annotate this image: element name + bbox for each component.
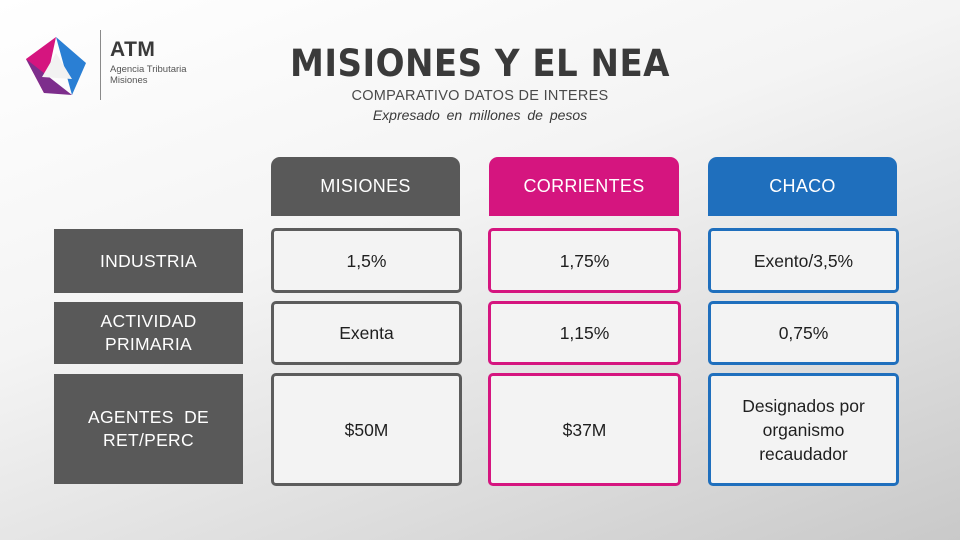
cell-industria-chaco: Exento/3,5% [708, 228, 899, 293]
cell-agentes-corrientes: $37M [488, 373, 681, 486]
column-header-chaco: CHACO [708, 157, 897, 216]
atm-logo: ATM Agencia Tributaria Misiones [22, 30, 192, 102]
row-label-industria: INDUSTRIA [54, 229, 243, 293]
cell-actividad-primaria-chaco: 0,75% [708, 301, 899, 365]
cell-actividad-primaria-misiones: Exenta [271, 301, 462, 365]
cell-agentes-chaco: Designados por organismo recaudador [708, 373, 899, 486]
row-label-line1: ACTIVIDAD [100, 311, 197, 331]
row-label-agentes-ret-perc: AGENTES DE RET/PERC [54, 374, 243, 484]
units-note: Expresado en millones de pesos [372, 107, 588, 123]
cell-industria-corrientes: 1,75% [488, 228, 681, 293]
row-label-actividad-primaria: ACTIVIDAD PRIMARIA [54, 302, 243, 364]
logo-divider [100, 30, 101, 100]
cell-line1: Designados por [742, 395, 865, 416]
logo-subtitle-line1: Agencia Tributaria [110, 64, 187, 75]
atm-logo-icon [26, 37, 86, 95]
cell-agentes-misiones: $50M [271, 373, 462, 486]
logo-subtitle-line2: Misiones [110, 75, 148, 86]
page-title: MISIONES Y EL NEA [290, 42, 670, 85]
cell-line2: organismo [762, 419, 845, 440]
cell-line3: recaudador [759, 443, 848, 464]
cell-industria-misiones: 1,5% [271, 228, 462, 293]
column-header-misiones: MISIONES [271, 157, 460, 216]
row-label-line1: INDUSTRIA [99, 250, 197, 271]
column-header-corrientes: CORRIENTES [489, 157, 679, 216]
cell-actividad-primaria-corrientes: 1,15% [488, 301, 681, 365]
page-subtitle: COMPARATIVO DATOS DE INTERES [351, 88, 609, 104]
logo-subtitle: Agencia Tributaria Misiones [110, 64, 200, 86]
row-label-line1: AGENTES DE [88, 407, 209, 427]
row-label-line2: RET/PERC [103, 430, 194, 450]
logo-brand: ATM [110, 38, 156, 61]
row-label-line2: PRIMARIA [104, 334, 192, 354]
